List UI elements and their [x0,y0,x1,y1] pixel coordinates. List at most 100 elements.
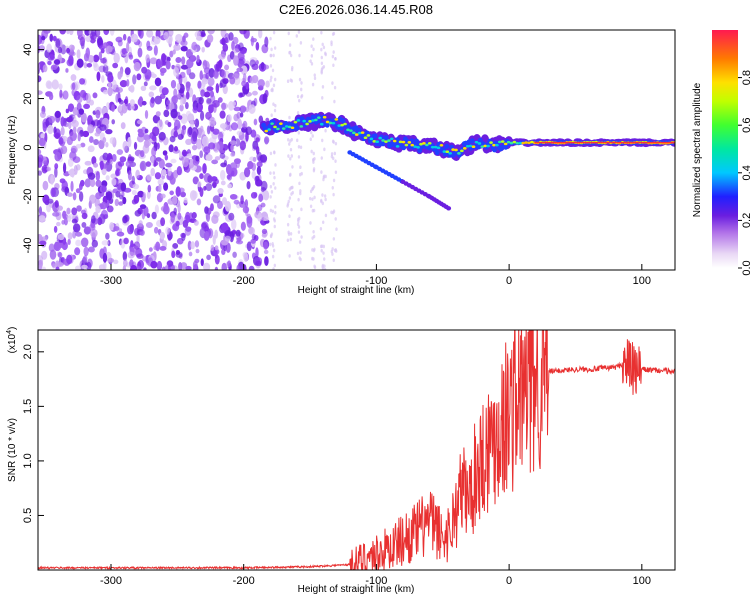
spectrogram-noise-blob [65,68,69,73]
spectrogram-ridge-core [422,142,426,145]
spectrogram-noise-blob [180,45,188,52]
snr-scale-label: (x104) [6,327,18,354]
spectrogram-ridge-peak [633,141,637,144]
spectrogram-noise-blob [148,247,153,252]
spectrogram-faint-blob [272,248,276,253]
spectrogram-faint-blob [312,37,315,41]
spectrogram-faint-blob [322,177,325,182]
spectrogram-ridge-peak [578,141,581,144]
spectrogram-noise-blob [248,226,255,235]
spectrogram-faint-blob [270,47,273,52]
spectrogram-ridge-core [363,136,368,140]
spectrogram-noise-blob [163,31,169,40]
spectrogram-noise-blob [251,170,256,179]
spectrogram-noise-blob [185,138,192,146]
spectrogram-noise-blob [145,161,152,167]
spectrogram-noise-blob [146,40,151,49]
spectrogram-noise-blob [232,36,239,45]
spectrogram-noise-blob [139,150,145,158]
spectrogram-noise-blob [243,167,251,178]
spectrogram-ridge-peak [546,141,549,144]
spectrogram-noise-blob [178,151,183,159]
spectrogram-faint-blob [298,256,301,260]
spectrogram-noise-blob [112,62,119,69]
spectrogram-noise-blob [61,241,68,251]
spectrogram-noise-blob [74,247,81,256]
spectrogram-ridge-peak [582,141,585,144]
spectrogram-ridge-core [410,143,415,147]
spectrogram-ridge-peak [630,141,633,144]
spectrogram-noise-blob [147,184,152,193]
snr-y-tick-label: 2.0 [22,344,34,359]
spectrogram-noise-blob [52,35,57,42]
spectrogram-noise-blob [87,124,95,134]
spectrogram-noise-blob [259,154,268,163]
spectrogram-faint-blob [312,229,315,234]
spectrogram-faint-blob [313,76,317,81]
spectrogram-ridge-peak [564,141,567,144]
spectrogram-faint-blob [287,154,290,158]
spectrogram-noise-blob [105,175,110,181]
spectrogram-noise-blob [199,173,204,180]
spectrogram-ridge-peak [635,141,639,144]
spectrogram-faint-blob [287,31,290,36]
spectrogram-noise-blob [256,165,262,175]
spectrogram-faint-blob [273,77,277,82]
spectrogram-noise-blob [89,178,96,188]
spectrogram-y-tick-label: -40 [22,238,34,254]
spectrogram-faint-blob [324,213,328,218]
spectrogram-noise-blob [143,267,147,270]
spectrogram-faint-blob [320,55,323,60]
spectrogram-faint-blob [332,209,336,213]
spectrogram-noise-blob [80,89,85,95]
spectrogram-noise-blob [218,59,223,69]
spectrogram-faint-blob [312,47,315,52]
spectrogram-noise-blob [114,198,119,207]
spectrogram-noise-blob [228,32,234,41]
spectrogram-noise-blob [98,51,103,61]
spectrogram-noise-blob [83,52,90,62]
spectrogram-noise-blob [227,260,232,267]
spectrogram-noise-blob [184,226,192,236]
spectrogram-noise-blob [165,162,173,168]
spectrogram-faint-blob [321,96,324,100]
spectrogram-faint-blob [272,30,276,35]
spectrogram-noise-blob [102,64,109,74]
spectrogram-faint-blob [330,40,333,45]
spectrogram-noise-blob [153,226,159,234]
snr-x-tick-label: 100 [633,575,651,587]
spectrogram-noise-blob [123,98,128,105]
spectrogram-noise-blob [249,59,256,68]
spectrogram-noise-blob [224,120,231,131]
spectrogram-ridge-peak [620,141,623,144]
spectrogram-noise-blob [50,174,54,185]
spectrogram-faint-blob [289,156,292,161]
spectrogram-noise-blob [220,180,226,186]
spectrogram-faint-blob [273,108,277,113]
spectrogram-faint-blob [324,52,327,57]
spectrogram-noise-blob [212,248,220,255]
spectrogram-ridge-mid [476,144,481,150]
spectrogram-noise-blob [137,98,142,106]
spectrogram-ridge-core [390,137,394,141]
spectrogram-noise-blob [153,45,158,56]
spectrogram-noise-blob [154,204,159,214]
spectrogram-noise-blob [250,192,258,199]
spectrogram-noise-blob [70,74,77,82]
spectrogram-ridge-core [366,134,371,137]
spectrogram-noise-blob [95,171,101,182]
spectrogram-noise-blob [53,126,57,135]
spectrogram-noise-blob [245,126,252,135]
spectrogram-ridge-core [381,139,385,142]
spectrogram-noise-blob [169,135,176,143]
spectrogram-ridge-mid [372,133,378,139]
spectrogram-noise-blob [59,89,63,98]
spectrogram-noise-blob [189,118,194,130]
spectrogram-ridge-core [419,142,423,146]
spectrogram-noise-blob [144,69,152,80]
spectrogram-noise-blob [83,62,88,69]
spectrogram-noise-blob [263,241,269,250]
spectrogram-ridge-peak [596,141,599,144]
spectrogram-ridge-core [515,141,520,145]
spectrogram-ridge-mid [503,144,509,150]
